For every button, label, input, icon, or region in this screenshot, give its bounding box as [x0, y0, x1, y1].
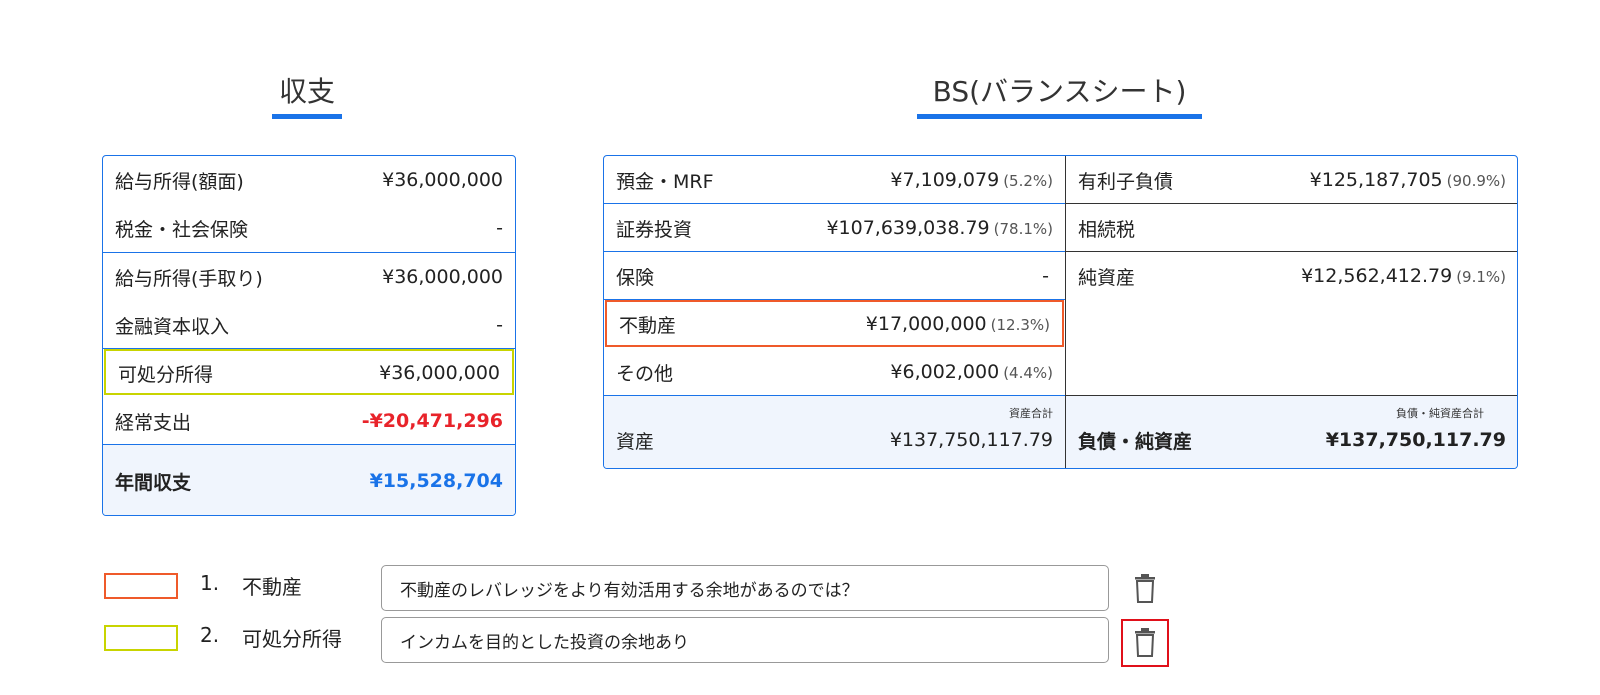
disposable-highlight[interactable] — [104, 349, 514, 395]
trash-icon — [1135, 628, 1155, 657]
liab-row-debt: 有利子負債 ¥125,187,705 (90.9%) — [1078, 169, 1506, 193]
asset-row-insurance: 保険 - — [616, 265, 1049, 289]
asset-row-deposit: 預金・MRF ¥7,109,079 (5.2%) — [616, 169, 1053, 193]
income-row-net: 給与所得(手取り) ¥36,000,000 — [115, 266, 503, 290]
asset-row-other: その他 ¥6,002,000 (4.4%) — [616, 361, 1053, 385]
income-table: 給与所得(額面) ¥36,000,000 税金・社会保険 - 給与所得(手取り)… — [102, 155, 516, 516]
bs-heading: BS(バランスシート) — [917, 70, 1202, 119]
trash-icon — [1135, 574, 1155, 603]
real-estate-highlight[interactable] — [605, 300, 1064, 347]
liab-total: 負債・純資産合計 負債・純資産 ¥137,750,117.79 — [1066, 396, 1517, 468]
income-row-expense: 経常支出 -¥20,471,296 — [115, 410, 503, 434]
balance-sheet: 預金・MRF ¥7,109,079 (5.2%) 証券投資 ¥107,639,03… — [603, 155, 1518, 469]
note-color-swatch — [104, 625, 178, 651]
asset-row-real-estate: 不動産 ¥17,000,000 (12.3%) — [619, 313, 1050, 337]
liab-row-inheritance-tax: 相続税 — [1078, 218, 1136, 241]
note-item-2: 2. 可処分所得 — [104, 617, 1169, 667]
income-row-tax: 税金・社会保険 - — [115, 217, 503, 241]
note-input[interactable] — [381, 565, 1109, 611]
income-heading: 収支 — [272, 70, 342, 119]
note-color-swatch — [104, 573, 178, 599]
liab-row-net-assets: 純資産 ¥12,562,412.79 (9.1%) — [1078, 265, 1506, 289]
income-row-financial: 金融資本収入 - — [115, 314, 503, 338]
delete-note-button[interactable] — [1121, 565, 1169, 613]
note-item-1: 1. 不動産 — [104, 565, 1169, 613]
income-total-value: ¥15,528,704 — [369, 470, 503, 492]
asset-row-securities: 証券投資 ¥107,639,038.79 (78.1%) — [616, 217, 1053, 241]
income-total-row: 年間収支 ¥15,528,704 — [103, 445, 515, 515]
delete-note-button[interactable] — [1121, 619, 1169, 667]
assets-total: 資産合計 資産 ¥137,750,117.79 — [604, 396, 1065, 468]
income-row-gross: 給与所得(額面) ¥36,000,000 — [115, 169, 503, 193]
income-row-disposable: 可処分所得 ¥36,000,000 — [118, 362, 500, 386]
note-input[interactable] — [381, 617, 1109, 663]
income-total-label: 年間収支 — [115, 471, 192, 494]
